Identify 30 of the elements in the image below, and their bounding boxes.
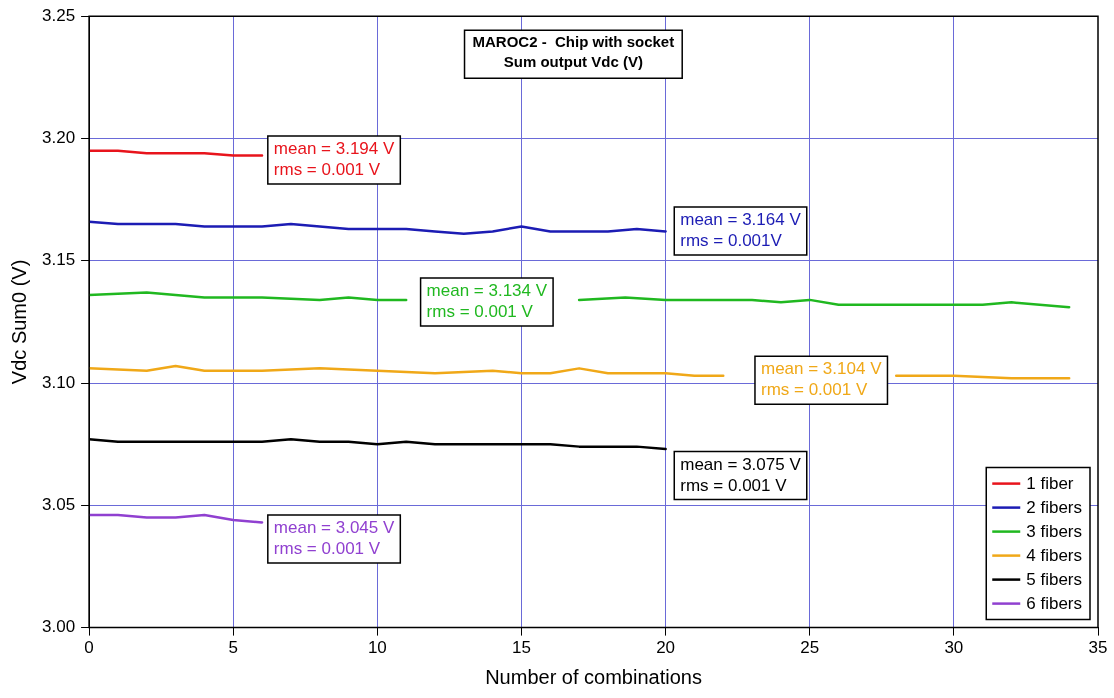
annotation: mean = 3.134 V rms = 0.001 V <box>426 281 548 322</box>
x-tick-label: 30 <box>944 638 964 658</box>
legend-label: 6 fibers <box>1026 594 1082 614</box>
annotation: mean = 3.075 V rms = 0.001 V <box>680 454 802 495</box>
x-tick-label: 25 <box>800 638 820 658</box>
legend-label: 4 fibers <box>1026 546 1082 566</box>
y-tick-label: 3.25 <box>41 5 76 25</box>
x-tick-label: 20 <box>656 638 676 658</box>
y-tick-label: 3.05 <box>41 495 76 515</box>
y-tick-label: 3.15 <box>41 250 76 270</box>
annotation: mean = 3.164 V rms = 0.001V <box>680 210 802 251</box>
annotation: mean = 3.194 V rms = 0.001 V <box>273 139 395 180</box>
annotation: mean = 3.045 V rms = 0.001 V <box>273 518 395 559</box>
y-tick-label: 3.10 <box>41 372 76 392</box>
annotation: mean = 3.104 V rms = 0.001 V <box>760 359 883 400</box>
legend-label: 1 fiber <box>1026 474 1074 494</box>
text: MAROC2 - Chip with socket <box>472 32 675 50</box>
x-tick-label: 0 <box>84 638 94 658</box>
x-tick-label: 15 <box>512 638 531 658</box>
legend-label: 5 fibers <box>1026 570 1082 590</box>
y-tick-label: 3.20 <box>41 128 76 148</box>
x-tick-label: 35 <box>1088 638 1108 658</box>
x-tick-label: 5 <box>228 638 238 658</box>
legend-label: 3 fibers <box>1026 522 1082 542</box>
x-axis-title: Number of combinations <box>485 665 702 688</box>
x-tick-label: 10 <box>367 638 387 658</box>
y-axis-title: Vdc Sum0 (V) <box>7 259 30 385</box>
legend-label: 2 fibers <box>1026 498 1082 518</box>
y-tick-label: 3.00 <box>41 617 76 637</box>
text: Sum output Vdc (V) <box>503 52 643 70</box>
